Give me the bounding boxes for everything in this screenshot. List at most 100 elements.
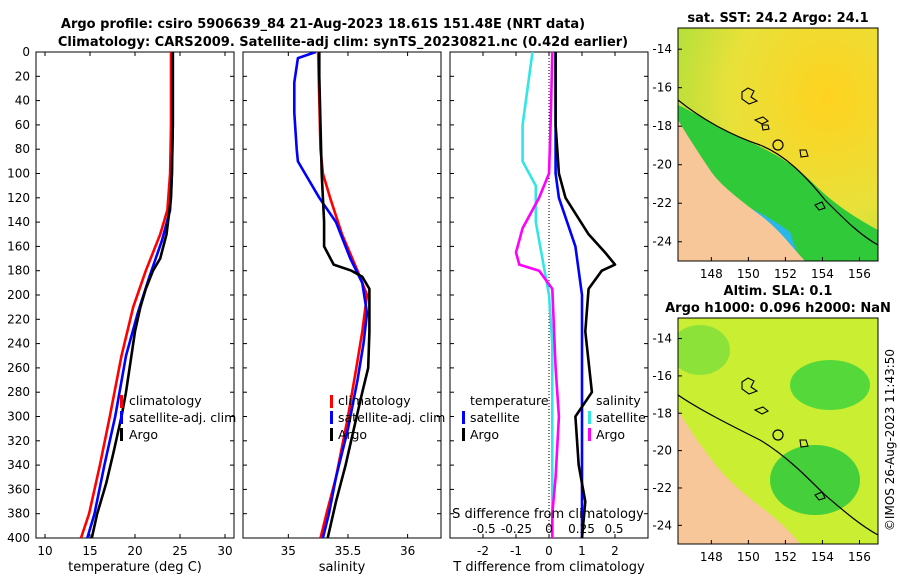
- depth-tick-label: 200: [7, 288, 30, 302]
- argo-float-marker-sst: [772, 139, 784, 151]
- depth-tick-label: 100: [7, 167, 30, 181]
- map-x-tick-label: 156: [848, 550, 871, 564]
- series-line-climatology: [79, 52, 173, 538]
- sla-reef-outlines: [741, 377, 826, 501]
- s-difference-tick-label: -0.25: [501, 522, 532, 536]
- legend-swatch-s-argo: [588, 428, 591, 441]
- depth-tick-label: 400: [7, 531, 30, 545]
- legend-swatch-argo: [330, 428, 333, 441]
- legend-title-salinity: salinity: [596, 393, 641, 408]
- legend-label-s-argo: Argo: [596, 427, 625, 442]
- depth-tick-label: 240: [7, 337, 30, 351]
- legend-swatch-climatology: [330, 395, 333, 408]
- s-difference-tick-label: -0.5: [472, 522, 495, 536]
- sla-map: Altim. SLA: 0.1 Argo h1000: 0.096 h2000:…: [652, 284, 890, 564]
- map-x-tick-label: 148: [700, 267, 723, 281]
- salinity-axis-label: salinity: [319, 560, 366, 575]
- x-tick-label: 35.5: [335, 544, 362, 558]
- map-x-tick-label: 154: [811, 267, 834, 281]
- s-difference-tick-label: 0.5: [604, 522, 623, 536]
- sla-map-frame: [677, 317, 879, 545]
- temperature-difference-axis-label: T difference from climatology: [452, 560, 645, 575]
- map-y-tick-label: -18: [652, 406, 672, 420]
- temperature-axis-label: temperature (deg C): [68, 560, 202, 575]
- map-y-tick-label: -24: [652, 518, 672, 532]
- argo-float-marker-sla: [772, 429, 784, 441]
- map-x-tick-label: 150: [737, 267, 760, 281]
- map-y-tick-label: -22: [652, 196, 672, 210]
- map-x-tick-label: 156: [848, 267, 871, 281]
- map-x-tick-label: 154: [811, 550, 834, 564]
- depth-tick-label: 280: [7, 385, 30, 399]
- salinity-panel: 35 35.5 36 salinity climatology satellite-…: [242, 51, 445, 575]
- s-difference-tick-label: 0: [545, 522, 553, 536]
- x-tick-label: 20: [127, 544, 142, 558]
- legend-label-s-satellite: satellite: [596, 410, 646, 425]
- sla-high-anomaly-3: [678, 325, 730, 375]
- sst-reef-outlines: [741, 87, 826, 211]
- sla-land-mask: [678, 410, 800, 544]
- depth-tick-label: 160: [7, 239, 30, 253]
- x-tick-label: 15: [82, 544, 97, 558]
- x-tick-label: 30: [217, 544, 232, 558]
- depth-tick-label: 220: [7, 312, 30, 326]
- legend-swatch-satellite: [330, 411, 333, 424]
- map-x-tick-label: 152: [774, 267, 797, 281]
- series-line-satellite-adj-clim: [292, 52, 369, 538]
- x-tick-label: 35: [281, 544, 296, 558]
- depth-tick-labels: 0 20 40 60 80 100 120 140 160 180 200 220 240 260 280 3…: [7, 45, 30, 545]
- legend-swatch-t-argo: [462, 428, 465, 441]
- legend-label-satellite: satellite-adj. clim: [129, 410, 236, 425]
- x-tick-label: -1: [510, 544, 522, 558]
- legend-swatch-argo: [120, 428, 123, 441]
- x-tick-label: 10: [37, 544, 52, 558]
- temperature-panel: 0 20 40 60 80 100 120 140 160 180 200 220 240 260 280 3…: [7, 45, 236, 575]
- depth-tick-label: 340: [7, 458, 30, 472]
- s-difference-tick-label: 0.25: [568, 522, 595, 536]
- map-y-tick-label: -20: [652, 158, 672, 172]
- series-line-s-argo: [514, 52, 561, 538]
- difference-panel: -2 -1 0 1 2 -0.5 -0.25 0 0.25 0.5 S difference f…: [449, 51, 649, 575]
- x-tick-label: -2: [477, 544, 489, 558]
- series-line-t-argo: [554, 52, 617, 538]
- salinity-legend: climatology satellite-adj. clim Argo: [330, 393, 445, 442]
- legend-title-temperature: temperature: [470, 393, 549, 408]
- map-y-tick-label: -16: [652, 81, 672, 95]
- legend-label-satellite: satellite-adj. clim: [338, 410, 445, 425]
- legend-label-t-satellite: satellite: [470, 410, 520, 425]
- depth-tick-label: 140: [7, 215, 30, 229]
- depth-tick-label: 20: [15, 69, 30, 83]
- map-y-tick-label: -18: [652, 119, 672, 133]
- map-y-tick-label: -14: [652, 332, 672, 346]
- map-y-tick-label: -20: [652, 444, 672, 458]
- difference-legend: temperature satellite Argo salinity sate…: [462, 393, 646, 442]
- map-y-tick-label: -16: [652, 369, 672, 383]
- sst-bathymetry-contour: [678, 99, 878, 246]
- map-y-tick-label: -14: [652, 42, 672, 56]
- sla-high-anomaly-1: [790, 360, 870, 410]
- salinity-axes-frame: [242, 51, 442, 539]
- map-y-tick-label: -24: [652, 235, 672, 249]
- x-tick-label: 2: [611, 544, 619, 558]
- depth-tick-label: 120: [7, 191, 30, 205]
- legend-swatch-s-satellite: [588, 411, 591, 424]
- sla-high-anomaly-2: [770, 445, 860, 515]
- x-tick-label: 1: [578, 544, 586, 558]
- map-x-tick-label: 148: [700, 550, 723, 564]
- map-y-tick-label: -22: [652, 481, 672, 495]
- map-x-tick-label: 150: [737, 550, 760, 564]
- legend-swatch-satellite: [120, 411, 123, 424]
- temperature-legend: climatology satellite-adj. clim Argo: [120, 393, 236, 442]
- x-tick-label: 0: [545, 544, 553, 558]
- sla-map-title-line2: Argo h1000: 0.096 h2000: NaN: [665, 301, 891, 316]
- depth-tick-label: 0: [22, 45, 30, 59]
- legend-swatch-climatology: [120, 395, 123, 408]
- temperature-axes-frame: [35, 51, 235, 539]
- figure-title-line2: Climatology: CARS2009. Satellite-adj cli…: [58, 35, 628, 50]
- depth-tick-label: 300: [7, 410, 30, 424]
- salinity-difference-axis-label: S difference from climatology: [452, 507, 644, 522]
- sst-land-mask: [678, 120, 805, 261]
- figure-title-line1: Argo profile: csiro 5906639_84 21-Aug-20…: [61, 17, 585, 32]
- legend-label-climatology: climatology: [129, 393, 202, 408]
